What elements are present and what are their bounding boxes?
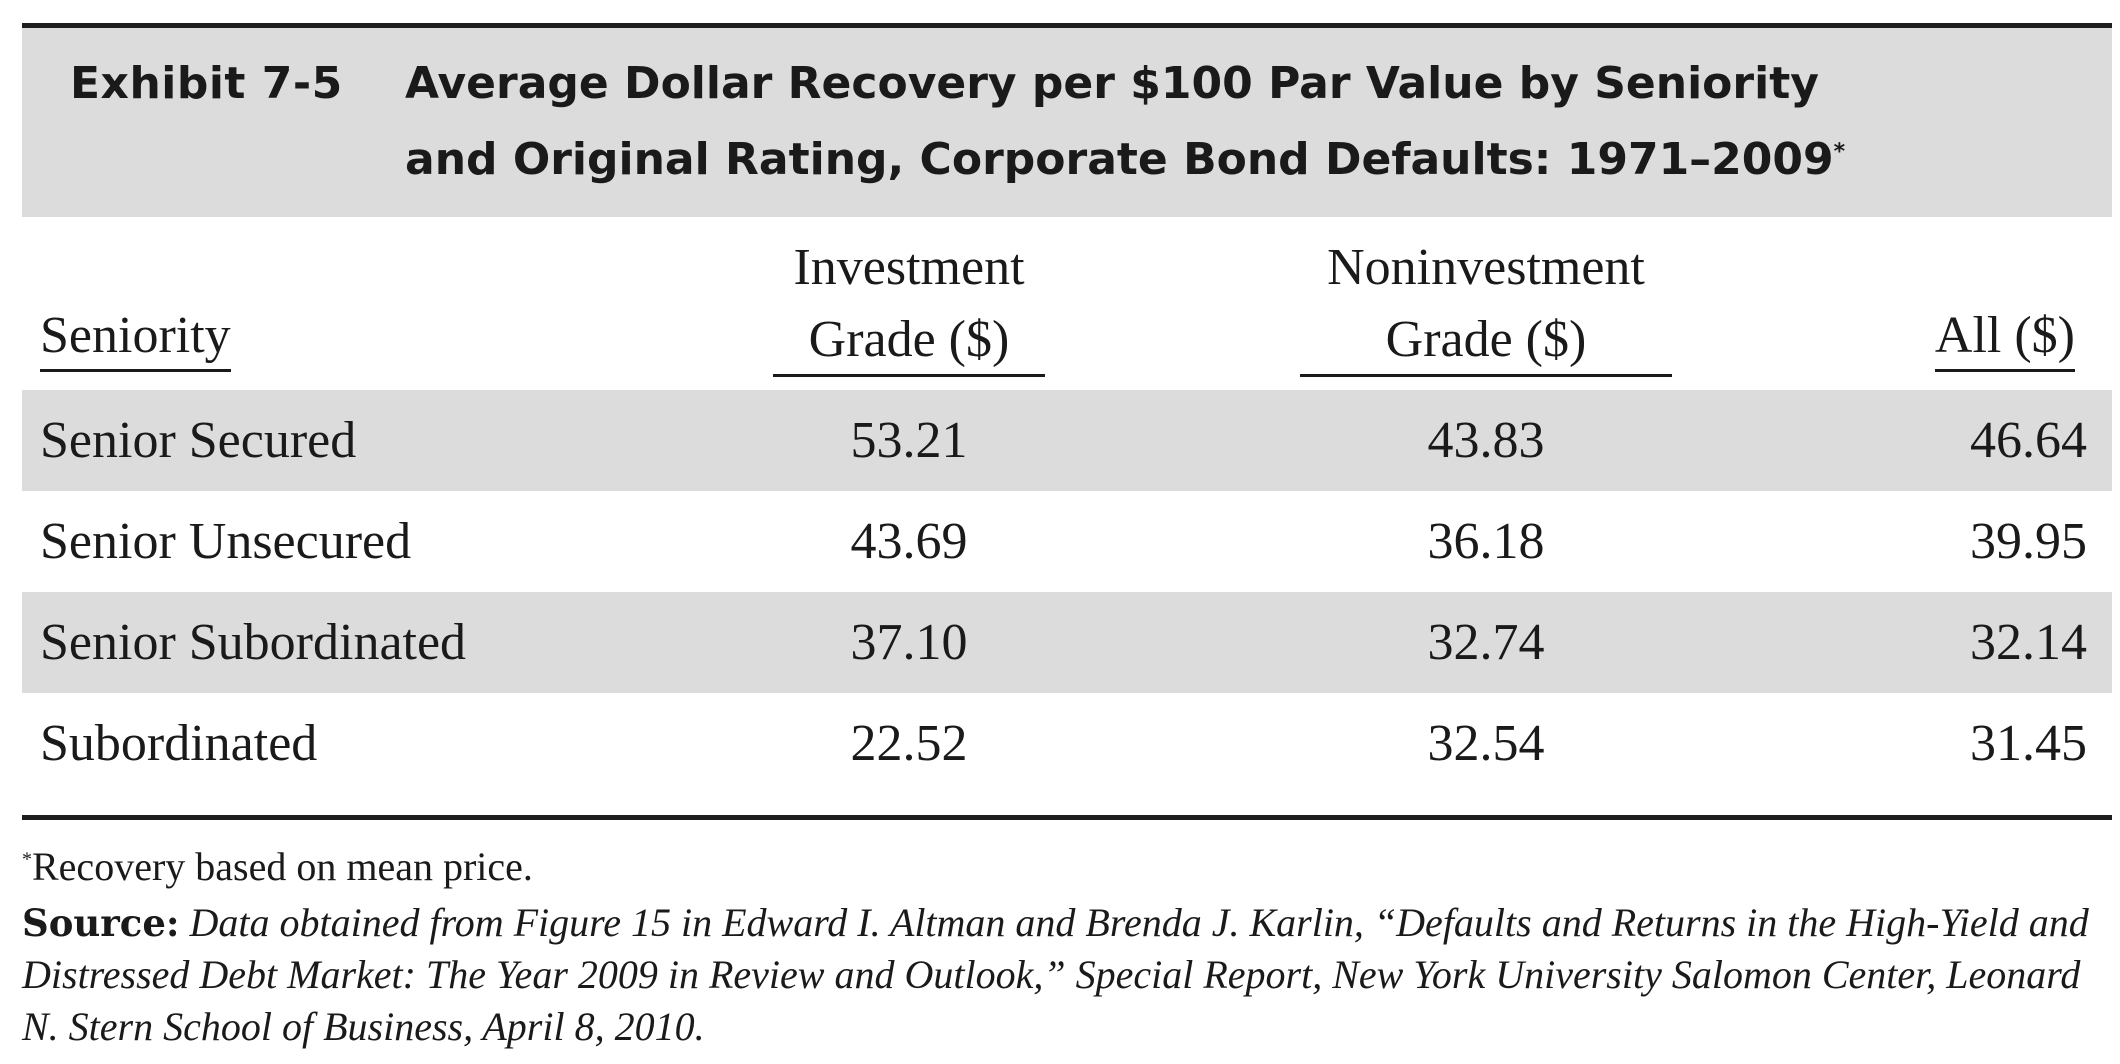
- title-footnote-marker: *: [1833, 139, 1846, 165]
- row-all-value: 32.14: [1970, 614, 2087, 671]
- bottom-rule: [22, 815, 2112, 820]
- row-investment-value: 43.69: [850, 513, 968, 570]
- exhibit-number: Exhibit 7-5: [70, 58, 343, 109]
- row-seniority: Senior Subordinated: [40, 614, 467, 671]
- header-investment-line-1: Investment: [793, 239, 1025, 296]
- table-row: Senior Secured 53.21 43.83 46.64: [22, 390, 2112, 491]
- footnote-text: Recovery based on mean price.: [32, 844, 533, 889]
- top-rule: [22, 23, 2112, 28]
- title-band: [22, 28, 2112, 217]
- row-all-value: 31.45: [1970, 715, 2087, 772]
- row-all-value: 46.64: [1970, 412, 2087, 469]
- row-all-value: 39.95: [1970, 513, 2087, 570]
- row-seniority: Senior Unsecured: [40, 513, 412, 570]
- row-noninvestment-value: 36.18: [1427, 513, 1545, 570]
- header-noninvestment-line-1: Noninvestment: [1327, 239, 1645, 296]
- header-noninvestment-line-2: Grade ($): [1300, 306, 1672, 377]
- header-seniority: Seniority: [40, 300, 231, 372]
- row-investment-value: 53.21: [850, 412, 968, 469]
- exhibit-title-line-2: and Original Rating, Corporate Bond Defa…: [405, 134, 1845, 185]
- row-investment-value: 37.10: [850, 614, 968, 671]
- row-seniority: Senior Secured: [40, 412, 357, 469]
- table-row: Senior Subordinated 37.10 32.74 32.14: [22, 592, 2112, 693]
- row-investment-value: 22.52: [850, 715, 968, 772]
- table-row: Senior Unsecured 43.69 36.18 39.95: [22, 491, 2112, 592]
- footnote: *Recovery based on mean price.: [22, 843, 533, 890]
- header-investment-line-2: Grade ($): [773, 306, 1045, 377]
- row-noninvestment-value: 43.83: [1427, 412, 1545, 469]
- header-investment-grade: Investment Grade ($): [773, 232, 1045, 377]
- row-seniority: Subordinated: [40, 715, 318, 772]
- row-noninvestment-value: 32.54: [1427, 715, 1545, 772]
- header-all-label: All ($): [1934, 303, 2075, 372]
- source-label: Source:: [22, 901, 180, 945]
- header-seniority-label: Seniority: [40, 303, 231, 372]
- header-all: All ($): [1920, 300, 2075, 372]
- exhibit-title-line-2-text: and Original Rating, Corporate Bond Defa…: [405, 134, 1834, 185]
- footnote-marker: *: [22, 848, 32, 871]
- row-noninvestment-value: 32.74: [1427, 614, 1545, 671]
- source-note: Source: Data obtained from Figure 15 in …: [22, 897, 2092, 1053]
- table-row: Subordinated 22.52 32.54 31.45: [22, 693, 2112, 794]
- source-text: Data obtained from Figure 15 in Edward I…: [22, 900, 2089, 1049]
- header-noninvestment-grade: Noninvestment Grade ($): [1300, 232, 1672, 377]
- exhibit-title-line-1: Average Dollar Recovery per $100 Par Val…: [405, 58, 1819, 109]
